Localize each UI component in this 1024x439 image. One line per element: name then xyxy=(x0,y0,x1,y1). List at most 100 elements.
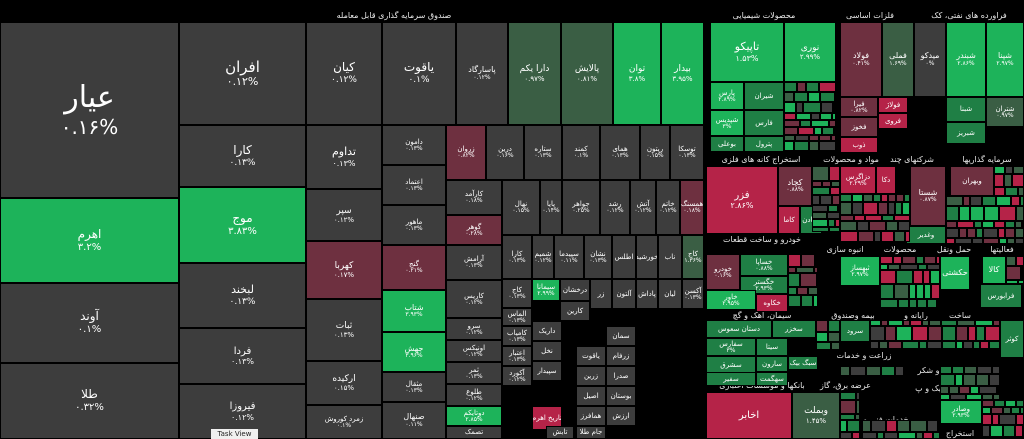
minor-tile[interactable] xyxy=(946,206,959,221)
tile[interactable]: شپنا ۲.۹۷% xyxy=(986,22,1024,97)
minor-tile[interactable] xyxy=(828,219,835,227)
minor-tile[interactable] xyxy=(831,135,836,141)
minor-tile[interactable] xyxy=(959,228,967,238)
minor-tile[interactable] xyxy=(812,219,828,227)
minor-tile[interactable] xyxy=(957,221,974,228)
tile[interactable]: فیرا ۰.۸۲% xyxy=(840,97,878,117)
minor-tile[interactable] xyxy=(809,141,819,151)
tile[interactable]: دکا xyxy=(876,166,896,194)
minor-tile[interactable] xyxy=(966,394,982,400)
minor-tile[interactable] xyxy=(992,414,999,425)
minor-tile[interactable] xyxy=(940,394,950,400)
minor-tile[interactable] xyxy=(877,432,884,439)
minor-tile[interactable] xyxy=(1012,174,1024,187)
minor-tile[interactable] xyxy=(806,82,819,92)
minor-tile[interactable] xyxy=(902,341,919,349)
minor-tile[interactable] xyxy=(886,221,898,231)
tile[interactable]: خودرو ۰.۱۶% xyxy=(706,254,740,290)
minor-tile[interactable] xyxy=(894,284,909,299)
minor-tile[interactable] xyxy=(946,221,957,228)
minor-tile[interactable] xyxy=(828,205,838,212)
minor-tile[interactable] xyxy=(882,215,894,221)
tile[interactable]: خکاوه xyxy=(756,294,788,312)
tile[interactable]: نهال ۰.۱۵% xyxy=(502,180,540,235)
minor-tile[interactable] xyxy=(857,221,869,231)
minor-tile[interactable] xyxy=(808,92,820,102)
minor-tile[interactable] xyxy=(870,341,879,349)
minor-tile[interactable] xyxy=(852,432,860,439)
tile[interactable]: سپر ۰.۱۲% xyxy=(306,189,382,241)
minor-tile[interactable] xyxy=(992,366,1000,374)
minor-tile[interactable] xyxy=(829,166,840,181)
minor-tile[interactable] xyxy=(800,120,811,127)
minor-tile[interactable] xyxy=(916,284,924,299)
tile[interactable]: سفیر xyxy=(706,372,756,386)
minor-tile[interactable] xyxy=(1015,228,1024,238)
tile[interactable]: نشان ۰.۱۳% xyxy=(584,235,612,279)
minor-tile[interactable] xyxy=(973,341,980,349)
minor-tile[interactable] xyxy=(811,120,829,127)
tile[interactable]: کاج ۱.۳۶% xyxy=(682,235,704,279)
minor-tile[interactable] xyxy=(994,166,1005,174)
minor-tile[interactable] xyxy=(873,194,881,202)
minor-tile[interactable] xyxy=(936,256,940,264)
minor-tile[interactable] xyxy=(795,135,809,141)
tile[interactable]: ارکیده ۰.۱۵% xyxy=(306,361,382,405)
minor-tile[interactable] xyxy=(976,374,989,386)
tile[interactable]: سارون xyxy=(756,356,788,372)
minor-tile[interactable] xyxy=(840,231,858,242)
tile[interactable]: سرود xyxy=(840,320,870,342)
minor-tile[interactable] xyxy=(996,196,1011,206)
minor-tile[interactable] xyxy=(904,194,910,202)
minor-tile[interactable] xyxy=(880,256,893,264)
tile[interactable]: درخشان xyxy=(560,279,590,301)
minor-tile[interactable] xyxy=(898,432,916,439)
minor-tile[interactable] xyxy=(809,135,819,141)
minor-tile[interactable] xyxy=(888,194,896,202)
tile[interactable]: آتش ۰.۱۲% xyxy=(630,180,656,235)
minor-tile[interactable] xyxy=(874,231,881,242)
minor-tile[interactable] xyxy=(816,342,831,350)
tile[interactable]: فارس xyxy=(744,110,784,136)
minor-tile[interactable] xyxy=(913,270,923,284)
tile[interactable]: خگستر ۲.۹۳% xyxy=(740,276,788,294)
tile[interactable]: اصیل xyxy=(576,386,606,406)
tile[interactable]: میدکو ۰% xyxy=(914,22,946,97)
minor-tile[interactable] xyxy=(927,420,938,432)
minor-tile[interactable] xyxy=(909,299,917,308)
tile[interactable]: زرین xyxy=(576,366,606,386)
minor-tile[interactable] xyxy=(1005,166,1013,174)
minor-tile[interactable] xyxy=(835,219,840,227)
tile[interactable]: ثبهساز ۲.۹۷% xyxy=(840,256,880,286)
minor-tile[interactable] xyxy=(1016,400,1024,407)
tile[interactable]: ماهور ۰.۱۳% xyxy=(382,205,446,245)
minor-tile[interactable] xyxy=(819,82,836,92)
minor-tile[interactable] xyxy=(855,414,860,420)
minor-tile[interactable] xyxy=(998,228,1005,238)
minor-tile[interactable] xyxy=(862,420,871,432)
minor-tile[interactable] xyxy=(840,194,852,202)
tile[interactable]: اطلس xyxy=(612,235,636,279)
minor-tile[interactable] xyxy=(798,127,814,135)
minor-tile[interactable] xyxy=(784,92,794,102)
minor-tile[interactable] xyxy=(822,181,831,187)
minor-tile[interactable] xyxy=(893,256,902,264)
minor-tile[interactable] xyxy=(927,264,940,270)
tile[interactable]: شتران ۰.۹۷% xyxy=(986,97,1024,127)
minor-tile[interactable] xyxy=(796,113,811,120)
tile[interactable]: کامیاب ۰.۱۳% xyxy=(502,326,532,346)
tile[interactable]: بیدار ۳.۹۵% xyxy=(661,22,704,125)
minor-tile[interactable] xyxy=(910,420,927,432)
minor-tile[interactable] xyxy=(794,141,809,151)
minor-tile[interactable] xyxy=(1020,407,1024,414)
minor-tile[interactable] xyxy=(1007,238,1015,244)
minor-tile[interactable] xyxy=(827,212,840,219)
minor-tile[interactable] xyxy=(1006,266,1021,280)
minor-tile[interactable] xyxy=(840,420,847,432)
minor-tile[interactable] xyxy=(801,254,815,267)
minor-tile[interactable] xyxy=(869,221,886,231)
tile[interactable]: طلا ۰.۳۲% xyxy=(0,363,179,439)
tile[interactable]: ناب xyxy=(658,235,682,279)
minor-tile[interactable] xyxy=(858,231,874,242)
minor-tile[interactable] xyxy=(788,273,800,287)
